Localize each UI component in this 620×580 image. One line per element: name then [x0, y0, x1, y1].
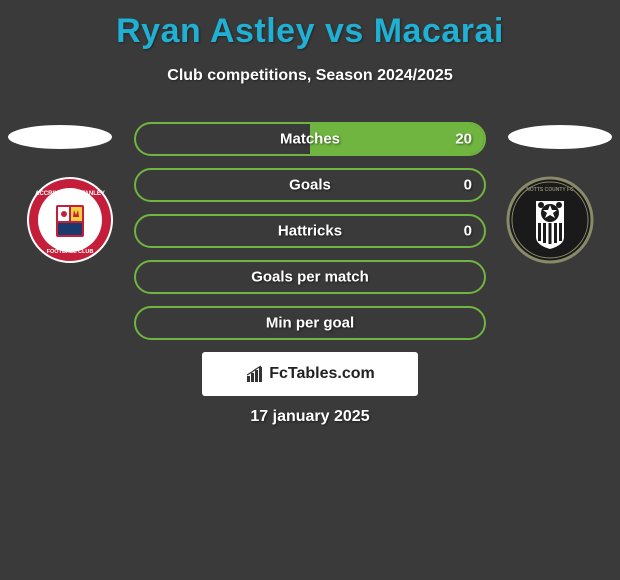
stat-value-right: 20 — [455, 131, 472, 148]
comparison-title: Ryan Astley vs Macarai — [0, 0, 620, 51]
attribution-badge: FcTables.com — [202, 352, 418, 396]
stats-container: Matches20Goals0Hattricks0Goals per match… — [134, 122, 486, 352]
club-badge-left: ACCRINGTON STANLEY FOOTBALL CLUB — [20, 175, 120, 265]
stat-value-right: 0 — [464, 177, 472, 194]
player-left-oval — [8, 125, 112, 149]
stat-label: Min per goal — [136, 315, 484, 332]
stat-label: Goals — [136, 177, 484, 194]
comparison-subtitle: Club competitions, Season 2024/2025 — [0, 67, 620, 85]
player-right-oval — [508, 125, 612, 149]
stat-row: Matches20 — [134, 122, 486, 156]
svg-text:FOOTBALL CLUB: FOOTBALL CLUB — [47, 249, 94, 255]
svg-text:ACCRINGTON STANLEY: ACCRINGTON STANLEY — [35, 191, 105, 197]
stat-label: Hattricks — [136, 223, 484, 240]
stat-row: Hattricks0 — [134, 214, 486, 248]
svg-text:NOTTS COUNTY FC: NOTTS COUNTY FC — [526, 187, 574, 193]
stat-value-right: 0 — [464, 223, 472, 240]
stat-row: Min per goal — [134, 306, 486, 340]
comparison-date: 17 january 2025 — [0, 408, 620, 426]
stat-row: Goals0 — [134, 168, 486, 202]
club-badge-right: NOTTS COUNTY FC — [500, 175, 600, 265]
stat-row: Goals per match — [134, 260, 486, 294]
attribution-text: FcTables.com — [269, 365, 375, 383]
stat-label: Goals per match — [136, 269, 484, 286]
chart-icon — [245, 364, 265, 384]
stat-label: Matches — [136, 131, 484, 148]
